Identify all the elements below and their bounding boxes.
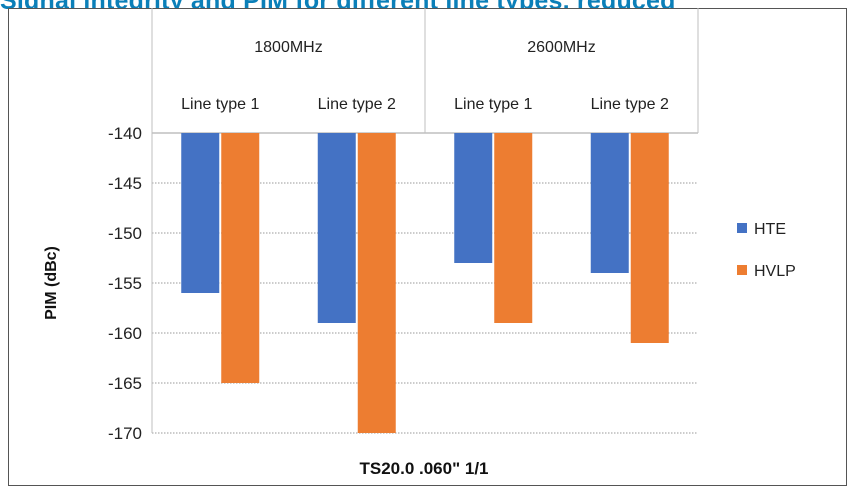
legend: HTE HVLP <box>737 221 796 280</box>
group-label: 2600MHz <box>527 39 595 56</box>
bar-hte <box>590 133 629 273</box>
legend-swatch-hvlp <box>737 265 747 275</box>
legend-swatch-hte <box>737 223 747 233</box>
y-tick-label: -160 <box>108 324 142 343</box>
x-axis-label: TS20.0 .060" 1/1 <box>359 459 488 478</box>
y-tick-label: -140 <box>108 124 142 143</box>
bars <box>181 133 669 433</box>
bar-hte <box>181 133 220 293</box>
y-tick-label: -145 <box>108 174 142 193</box>
category-label: Line type 1 <box>454 96 532 113</box>
y-tick-label: -170 <box>108 424 142 443</box>
category-label: Line type 1 <box>181 96 259 113</box>
bar-hte <box>454 133 493 263</box>
y-tick-label: -155 <box>108 274 142 293</box>
y-axis-label: PIM (dBc) <box>43 246 60 320</box>
legend-label: HTE <box>754 221 786 238</box>
chart-frame <box>8 8 847 486</box>
bar-hte <box>317 133 356 323</box>
bar-hvlp <box>357 133 396 433</box>
y-tick-label: -150 <box>108 224 142 243</box>
y-axis-ticks: -140 -145 -150 -155 -160 -165 -170 <box>108 124 142 443</box>
bar-hvlp <box>494 133 533 323</box>
legend-label: HVLP <box>754 263 796 280</box>
group-label: 1800MHz <box>254 39 322 56</box>
bar-hvlp <box>630 133 669 343</box>
category-label: Line type 2 <box>318 96 396 113</box>
y-tick-label: -165 <box>108 374 142 393</box>
category-label: Line type 2 <box>591 96 669 113</box>
bar-hvlp <box>221 133 260 383</box>
